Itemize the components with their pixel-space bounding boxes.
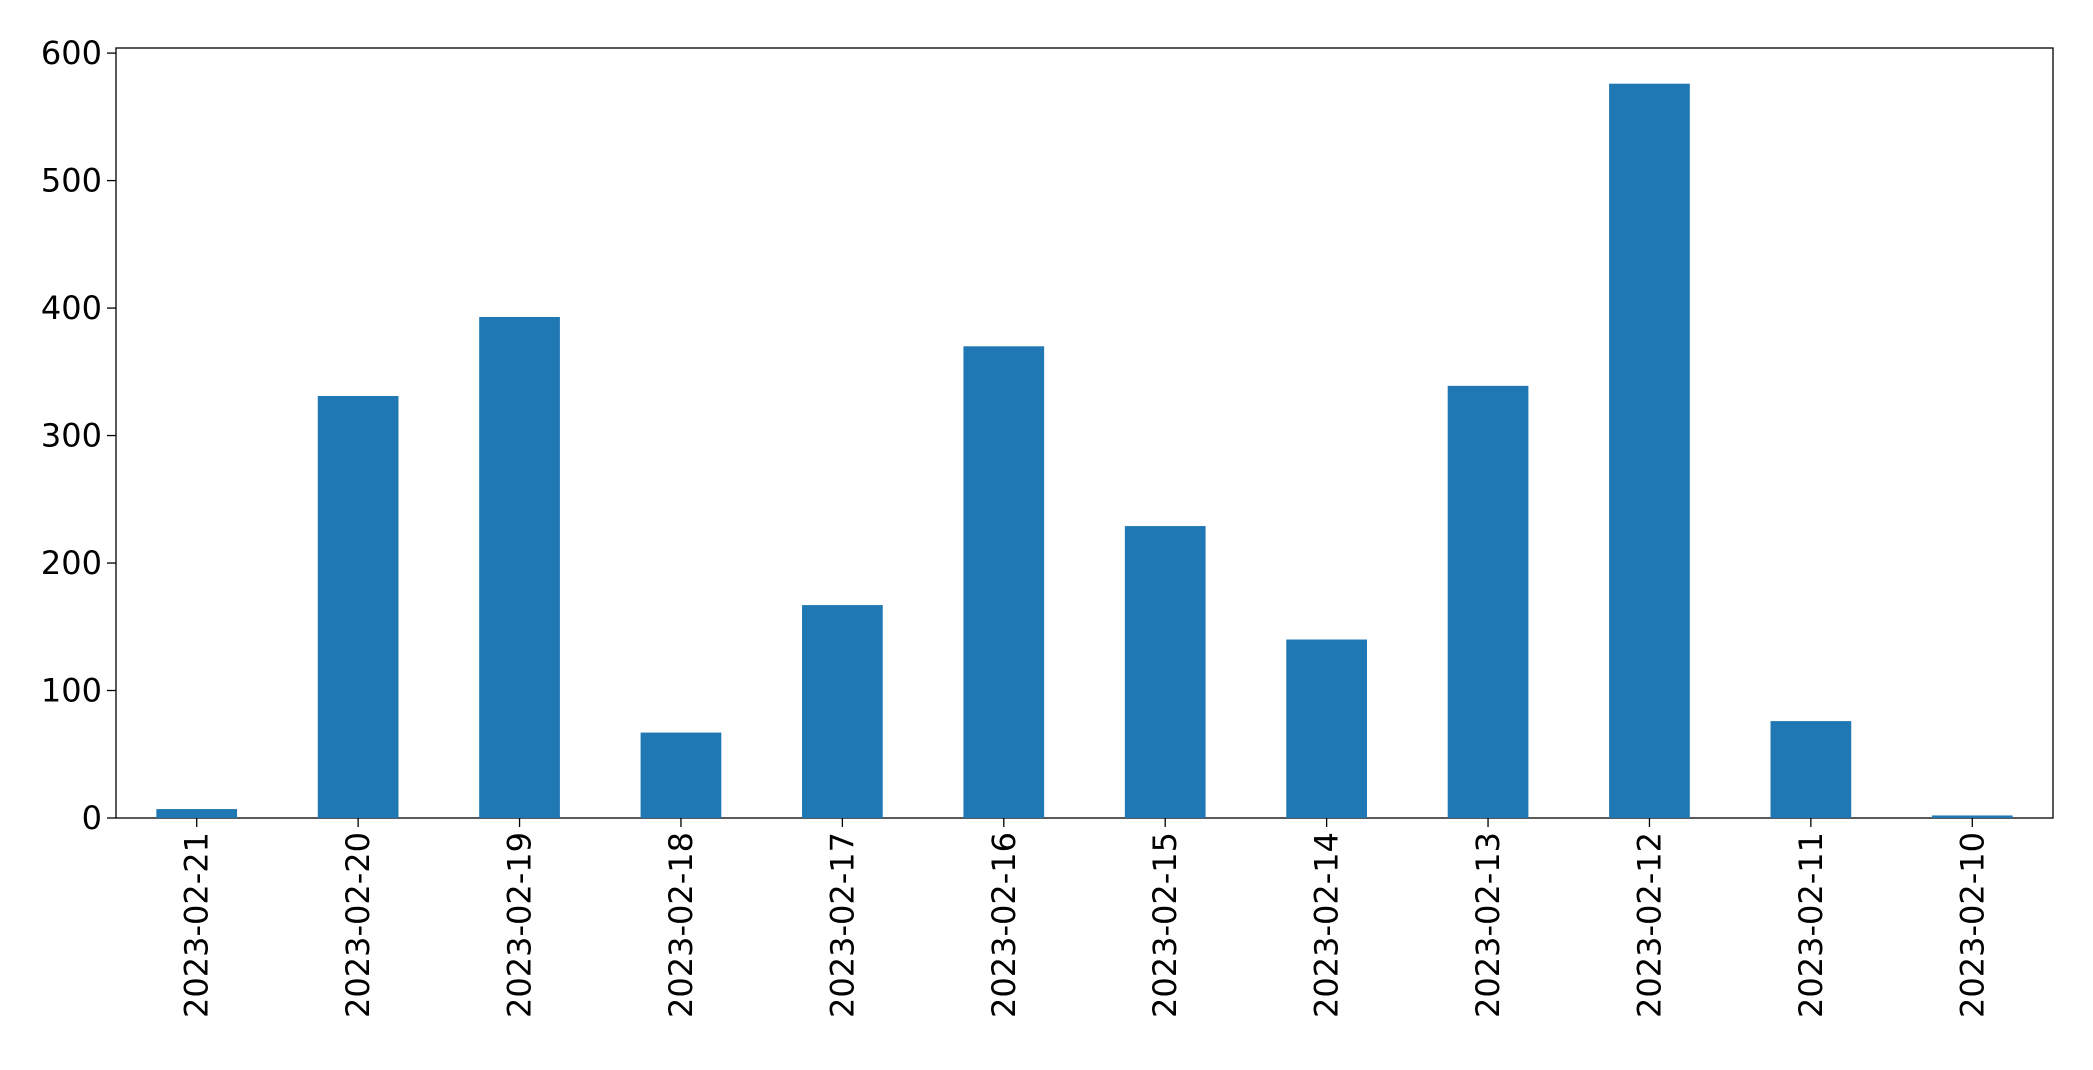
y-tick-label: 400: [41, 289, 102, 327]
x-tick-label: 2023-02-11: [1792, 832, 1830, 1018]
y-tick-label: 600: [41, 34, 102, 72]
bar: [1447, 385, 1529, 818]
x-tick-label: 2023-02-14: [1308, 832, 1346, 1018]
x-tick-label: 2023-02-18: [662, 832, 700, 1018]
y-tick-label: 200: [41, 544, 102, 582]
x-tick-label: 2023-02-10: [1953, 832, 1991, 1018]
y-tick-label: 300: [41, 417, 102, 455]
y-tick-label: 500: [41, 162, 102, 200]
bar: [1286, 639, 1367, 818]
bar: [156, 809, 238, 818]
x-tick-label: 2023-02-15: [1146, 832, 1184, 1018]
x-tick-label: 2023-02-21: [178, 832, 216, 1018]
x-tick-label: 2023-02-17: [823, 832, 861, 1018]
bar: [1124, 526, 1206, 818]
bar: [640, 732, 722, 818]
bar: [479, 316, 560, 818]
x-tick-label: 2023-02-16: [985, 832, 1023, 1018]
x-tick-label: 2023-02-19: [501, 832, 539, 1018]
bar: [963, 346, 1045, 818]
plot-frame: [115, 47, 2054, 819]
bar: [1931, 815, 2013, 818]
bar: [1609, 83, 1690, 818]
y-tick-label: 0: [82, 799, 102, 837]
x-tick-label: 2023-02-12: [1630, 832, 1668, 1018]
y-tick-label: 100: [41, 672, 102, 710]
bar: [317, 396, 399, 818]
bar: [1770, 721, 1852, 818]
x-tick-label: 2023-02-13: [1469, 832, 1507, 1018]
bar: [802, 605, 883, 818]
x-tick-label: 2023-02-20: [339, 832, 377, 1018]
